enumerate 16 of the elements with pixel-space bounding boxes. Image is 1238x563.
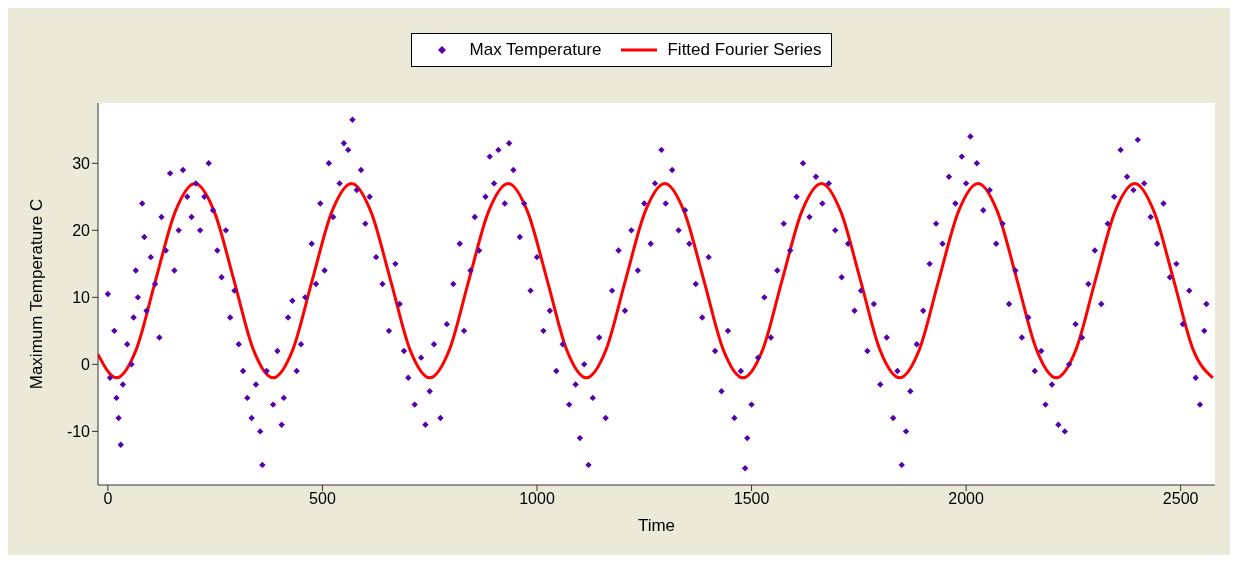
x-tick-label: 2000 [948,490,985,508]
y-tick-label: 10 [72,289,91,307]
y-tick-label: 20 [72,222,91,240]
y-tick-label: -10 [66,423,91,441]
x-axis-title: Time [637,516,676,535]
x-tick-label: 2500 [1162,490,1199,508]
y-axis-title: Maximum Temperature C [27,198,47,390]
legend-label: Fitted Fourier Series [667,40,822,60]
x-tick-label: 500 [309,490,336,508]
legend-label: Max Temperature [469,40,602,60]
x-tick-label: 0 [103,490,113,508]
y-tick-label: 30 [72,155,91,172]
y-tick-label: 0 [81,356,91,374]
x-tick-label: 1000 [519,490,555,508]
x-tick-label: 1500 [733,490,770,508]
line-series [98,181,1215,380]
